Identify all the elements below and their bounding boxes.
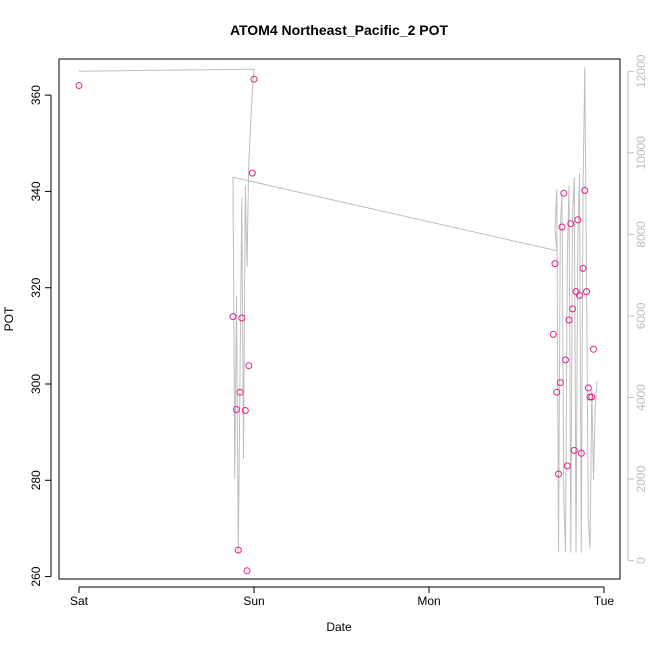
data-point	[553, 388, 561, 396]
data-point	[570, 446, 578, 454]
data-point	[75, 82, 83, 89]
y2-tick-label: 6000	[634, 302, 648, 329]
data-point	[549, 330, 557, 338]
y2-tick-label: 12000	[634, 54, 648, 88]
data-point	[250, 75, 258, 83]
x-tick-label: Tue	[594, 594, 615, 608]
data-point	[563, 462, 571, 470]
data-point	[572, 288, 580, 296]
series-layer	[75, 67, 598, 575]
y2-tick-label: 2000	[634, 465, 648, 492]
x-tick-label: Sat	[70, 594, 89, 608]
data-point	[562, 356, 569, 364]
data-point	[555, 470, 562, 478]
data-point	[576, 291, 583, 299]
data-point	[556, 379, 564, 387]
series-line	[78, 67, 598, 553]
y-axis: 260 280 300 320 340 360	[29, 85, 52, 587]
data-point	[248, 169, 256, 177]
y-tick-label: 340	[29, 181, 43, 201]
y-axis-label: POT	[2, 306, 16, 331]
data-point	[590, 345, 597, 353]
y2-tick-label: 4000	[634, 384, 648, 411]
data-point	[577, 449, 585, 457]
y2-axis: 0 2000 4000 6000 8000 10000 12000	[627, 54, 648, 564]
x-axis: Sat Sun Mon Tue	[70, 586, 615, 608]
data-point	[234, 546, 242, 554]
data-point	[551, 260, 559, 268]
data-point	[560, 189, 568, 197]
y2-tick-label: 0	[634, 557, 648, 564]
data-point	[243, 567, 251, 575]
y2-tick-label: 8000	[634, 221, 648, 248]
data-point	[579, 264, 587, 272]
data-point	[581, 186, 589, 194]
data-point	[238, 314, 246, 322]
y-tick-label: 280	[29, 470, 43, 490]
y-tick-label: 260	[29, 566, 43, 586]
y-tick-label: 300	[29, 374, 43, 394]
data-point	[236, 388, 244, 396]
x-axis-label: Date	[326, 620, 352, 634]
y-tick-label: 320	[29, 277, 43, 297]
data-point	[565, 316, 573, 324]
data-point	[588, 393, 596, 401]
y2-tick-label: 10000	[634, 136, 648, 170]
y-tick-label: 360	[29, 85, 43, 105]
chart-title: ATOM4 Northeast_Pacific_2 POT	[230, 22, 449, 38]
plot-frame	[58, 58, 621, 580]
data-point	[229, 313, 237, 321]
data-point	[583, 288, 590, 296]
data-point	[558, 223, 566, 231]
data-point	[567, 220, 575, 228]
data-point	[245, 362, 253, 370]
data-point	[584, 384, 592, 392]
data-point	[241, 407, 249, 414]
x-tick-label: Sun	[243, 594, 264, 608]
data-point	[233, 406, 240, 413]
x-tick-label: Mon	[417, 594, 440, 608]
data-point	[569, 305, 576, 313]
data-point	[574, 216, 582, 224]
